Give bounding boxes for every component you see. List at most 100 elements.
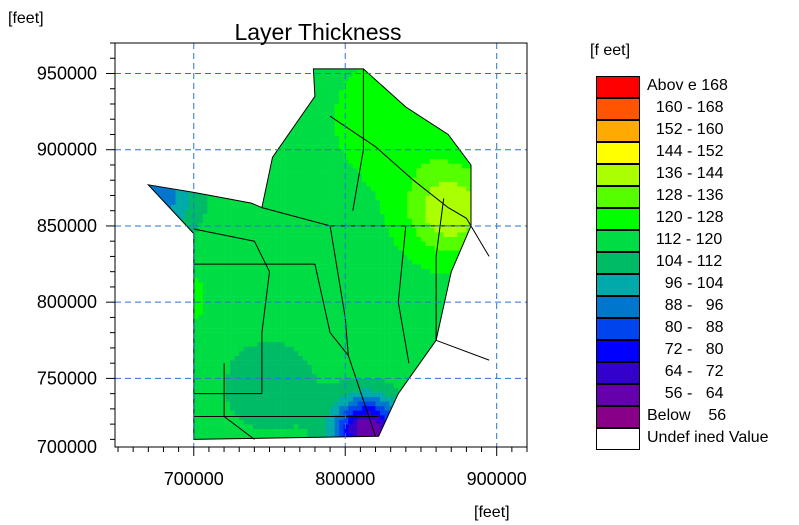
raster-cell [271,277,276,283]
raster-cell [302,387,308,393]
raster-cell [180,323,185,329]
raster-cell [343,131,349,137]
raster-cell [221,350,226,356]
raster-cell [330,209,335,215]
raster-cell [307,396,313,402]
raster-cell [321,264,326,269]
raster-cell [157,428,163,434]
raster-cell [402,428,408,434]
raster-cell [361,250,367,256]
raster-cell [207,213,213,219]
raster-cell [321,122,326,128]
raster-cell [221,364,226,370]
raster-cell [280,410,285,416]
raster-cell [311,300,317,306]
raster-cell [193,337,199,343]
raster-cell [403,63,408,68]
raster-cell [380,364,385,370]
raster-cell [225,90,231,96]
raster-cell [307,200,313,205]
raster-cell [316,369,322,375]
raster-cell [266,364,272,370]
raster-cell [380,227,385,233]
raster-cell [239,195,245,201]
raster-cell [402,172,408,178]
raster-cell [375,396,381,402]
raster-cell [402,369,408,375]
raster-cell [325,369,331,375]
raster-cell [252,364,258,370]
raster-cell [339,277,345,283]
raster-cell [175,140,181,146]
raster-cell [243,204,249,210]
raster-cell [161,158,167,164]
raster-cell [339,392,345,397]
raster-cell [230,241,235,247]
raster-cell [148,378,154,384]
raster-cell [152,273,158,279]
raster-cell [248,300,254,306]
raster-cell [211,168,217,173]
raster-cell [348,341,354,347]
raster-cell [307,378,313,384]
raster-cell [375,103,381,109]
raster-cell [330,341,335,347]
raster-cell [411,323,417,329]
raster-cell [216,236,222,242]
raster-cell [175,382,181,388]
raster-cell [293,85,299,91]
raster-cell [266,433,272,439]
raster-cell [216,428,222,434]
raster-cell [193,419,199,425]
raster-cell [289,68,295,73]
raster-cell [398,90,404,96]
raster-cell [361,113,367,118]
raster-cell [234,195,240,201]
raster-cell [375,154,381,160]
raster-cell [157,113,163,118]
raster-cell [289,76,295,82]
raster-cell [366,236,372,242]
raster-cell [334,209,340,215]
raster-cell [248,122,254,128]
raster-cell [302,396,308,402]
raster-cell [366,264,372,269]
raster-cell [248,186,254,192]
raster-cell [184,382,190,388]
raster-cell [289,286,295,292]
raster-cell [389,117,394,123]
raster-cell [398,414,404,420]
raster-cell [225,241,231,247]
raster-cell [398,172,404,178]
raster-cell [207,209,213,215]
raster-cell [307,323,313,329]
raster-cell [198,245,204,251]
raster-cell [284,250,290,256]
raster-cell [257,414,263,420]
raster-cell [370,200,376,205]
raster-cell [280,273,285,279]
raster-cell [339,85,345,91]
raster-cell [307,163,313,169]
raster-cell [193,373,199,379]
raster-cell [352,323,358,329]
raster-cell [284,268,290,274]
raster-cell [339,145,345,151]
raster-cell [361,213,367,219]
raster-cell [184,424,190,429]
raster-cell [261,332,267,338]
raster-cell [321,309,326,315]
raster-cell [370,136,376,141]
raster-cell [348,209,354,215]
raster-cell [280,373,285,379]
raster-cell [221,113,226,118]
raster-cell [357,227,363,233]
raster-cell [216,195,222,201]
raster-cell [334,433,340,439]
raster-cell [311,282,317,288]
raster-cell [407,227,413,233]
raster-cell [225,232,231,237]
raster-cell [202,264,208,269]
raster-cell [225,328,231,333]
raster-cell [325,424,331,429]
